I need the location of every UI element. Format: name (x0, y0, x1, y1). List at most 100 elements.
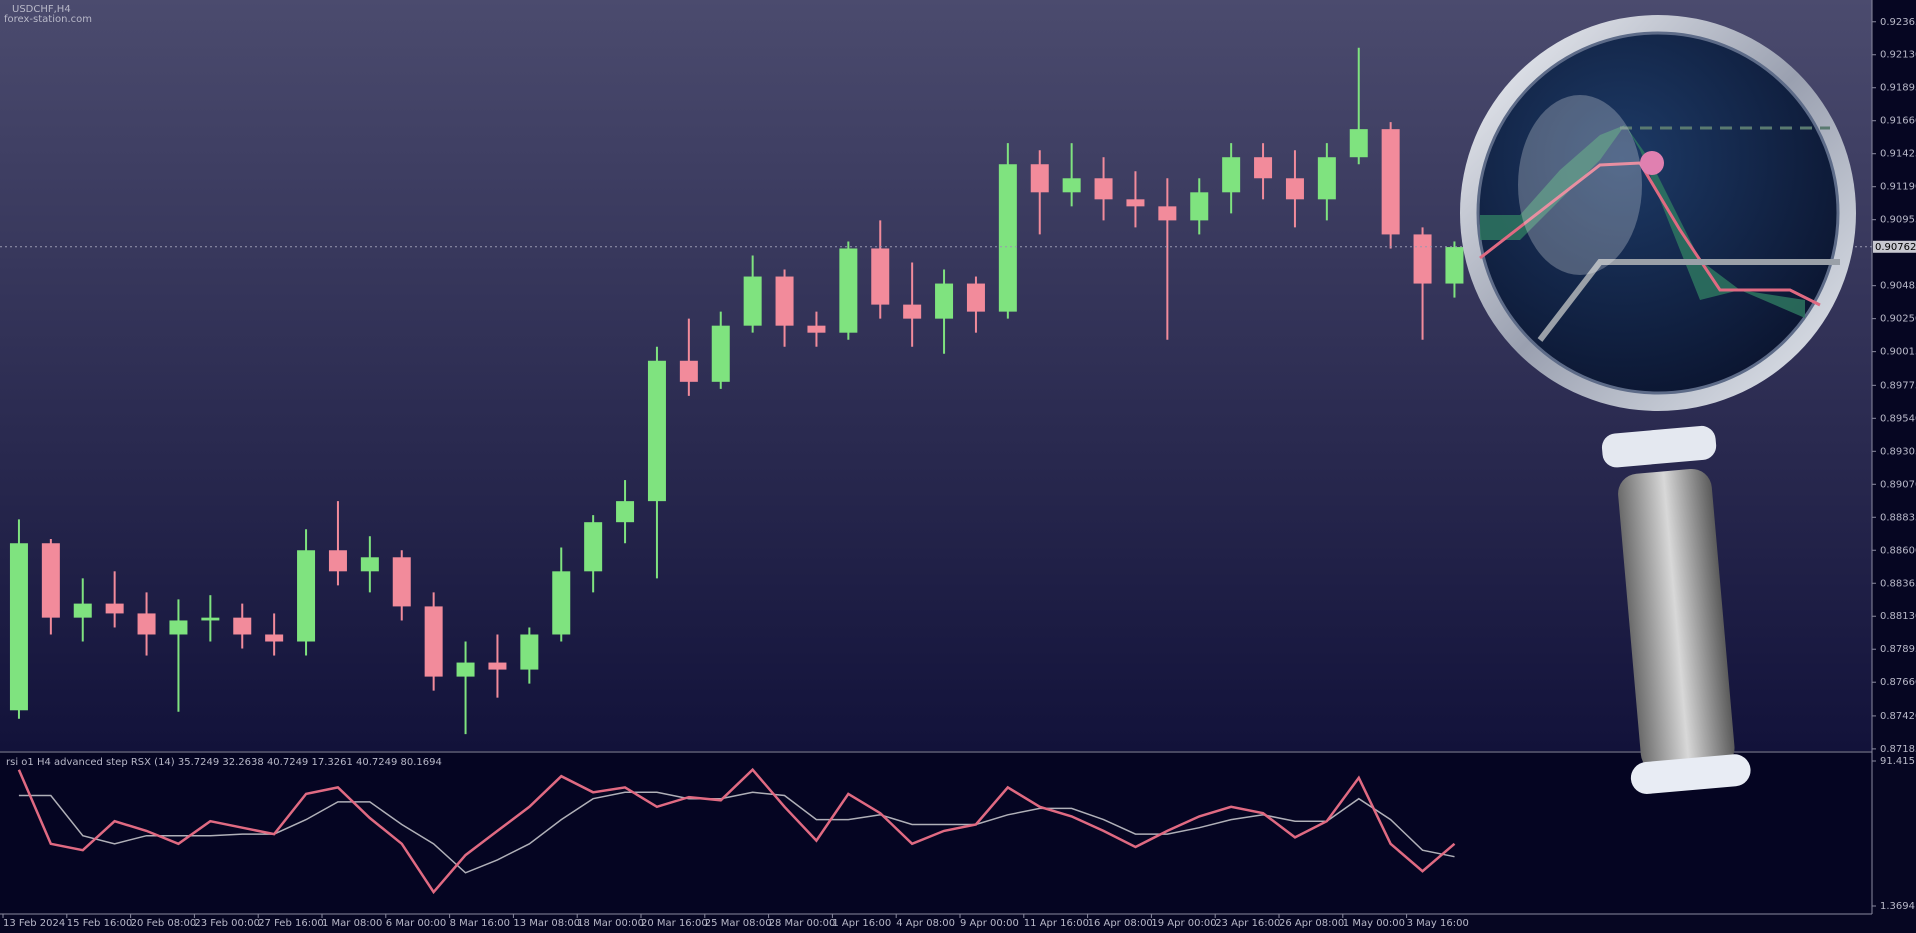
magnifier (1460, 15, 1856, 794)
candle-body (711, 325, 730, 382)
candle-body (679, 360, 698, 382)
candle-body (520, 634, 539, 670)
y-tick-label: 0.91895 (1880, 83, 1916, 94)
candle-body (552, 571, 571, 635)
y-tick-label: 0.90015 (1880, 347, 1916, 358)
candle-body (903, 304, 922, 319)
x-tick-label: 13 Mar 08:00 (513, 918, 580, 929)
magnifier-handle (1618, 468, 1735, 773)
candle-body (1349, 129, 1368, 158)
x-tick-label: 19 Apr 00:00 (1151, 918, 1216, 929)
x-tick-label: 16 Apr 08:00 (1088, 918, 1153, 929)
candle-body (775, 276, 794, 326)
x-tick-label: 18 Mar 00:00 (577, 918, 644, 929)
candle-body (1126, 199, 1145, 207)
candle-body (743, 276, 762, 326)
x-tick-label: 1 Mar 08:00 (322, 918, 382, 929)
candle-body (424, 606, 443, 677)
x-tick-label: 8 Mar 16:00 (450, 918, 510, 929)
y-tick-label: 0.90955 (1880, 215, 1916, 226)
y-tick-label: 0.88835 (1880, 512, 1916, 523)
candle-body (966, 283, 985, 312)
candle-body (137, 613, 156, 635)
y-tick-label: 0.91425 (1880, 149, 1916, 160)
candle-body (105, 603, 124, 614)
indicator-label: rsi o1 H4 advanced step RSX (14) 35.7249… (6, 757, 442, 768)
candle-body (584, 522, 603, 572)
x-tick-label: 28 Mar 00:00 (769, 918, 836, 929)
y-tick-label: 0.90485 (1880, 281, 1916, 292)
handle-collar (1601, 425, 1717, 468)
candle-body (839, 248, 858, 333)
x-tick-label: 23 Apr 16:00 (1215, 918, 1280, 929)
x-tick-label: 6 Mar 00:00 (386, 918, 446, 929)
candle-body (998, 164, 1017, 312)
candle-body (1222, 157, 1241, 193)
candle-body (1030, 164, 1049, 193)
y-tick-label: 0.87185 (1880, 744, 1916, 755)
y-tick-label: 0.87895 (1880, 644, 1916, 655)
candle-body (265, 634, 284, 642)
candle-body (297, 550, 316, 642)
x-tick-label: 23 Feb 00:00 (194, 918, 260, 929)
candle-body (1317, 157, 1336, 200)
indicator-line (17, 767, 1456, 895)
indicator-line (18, 791, 1455, 874)
candle-body (233, 617, 252, 635)
candle-body (488, 662, 507, 670)
candle-body (328, 550, 347, 572)
y-tick-label: 91.415 (1880, 756, 1915, 767)
lens-area (1480, 125, 1805, 318)
x-tick-label: 9 Apr 00:00 (960, 918, 1019, 929)
candle-body (201, 617, 220, 621)
watermark: forex-station.com (4, 14, 92, 25)
candle-body (616, 501, 635, 523)
current-price-box (1873, 240, 1916, 253)
candle-body (1381, 129, 1400, 235)
x-tick-label: 11 Apr 16:00 (1024, 918, 1089, 929)
x-tick-label: 4 Apr 08:00 (896, 918, 955, 929)
candle-body (1445, 247, 1464, 284)
x-tick-label: 26 Apr 08:00 (1279, 918, 1344, 929)
x-tick-label: 15 Feb 16:00 (67, 918, 133, 929)
candle-body (807, 325, 826, 333)
x-tick-label: 25 Mar 08:00 (705, 918, 772, 929)
y-tick-label: 0.89775 (1880, 380, 1916, 391)
candle-body (1413, 234, 1432, 284)
candle-body (169, 620, 188, 635)
y-tick-label: 1.3694 (1880, 901, 1915, 912)
candle-body (41, 543, 60, 618)
x-tick-label: 1 Apr 16:00 (832, 918, 891, 929)
candle-body (647, 360, 666, 502)
lens-line (1479, 161, 1821, 307)
x-tick-label: 27 Feb 16:00 (258, 918, 324, 929)
x-tick-label: 13 Feb 2024 (3, 918, 65, 929)
candle-body (9, 543, 28, 711)
x-tick-label: 20 Feb 08:00 (131, 918, 197, 929)
y-tick-label: 0.89305 (1880, 446, 1916, 457)
candle-body (1062, 178, 1081, 193)
x-tick-label: 3 May 16:00 (1407, 918, 1469, 929)
current-price-label: 0.90762 (1875, 242, 1916, 253)
candle-body (1190, 192, 1209, 221)
lens-dot (1640, 151, 1664, 175)
candle-body (871, 248, 890, 305)
lens-glare (1518, 95, 1642, 275)
candle-body (73, 603, 92, 618)
lens-signal (1537, 259, 1840, 342)
symbol-label: USDCHF,H4 (12, 4, 71, 15)
x-tick-label: 20 Mar 16:00 (641, 918, 708, 929)
candle-body (1285, 178, 1304, 200)
candle-body (392, 557, 411, 607)
x-tick-label: 1 May 00:00 (1343, 918, 1405, 929)
